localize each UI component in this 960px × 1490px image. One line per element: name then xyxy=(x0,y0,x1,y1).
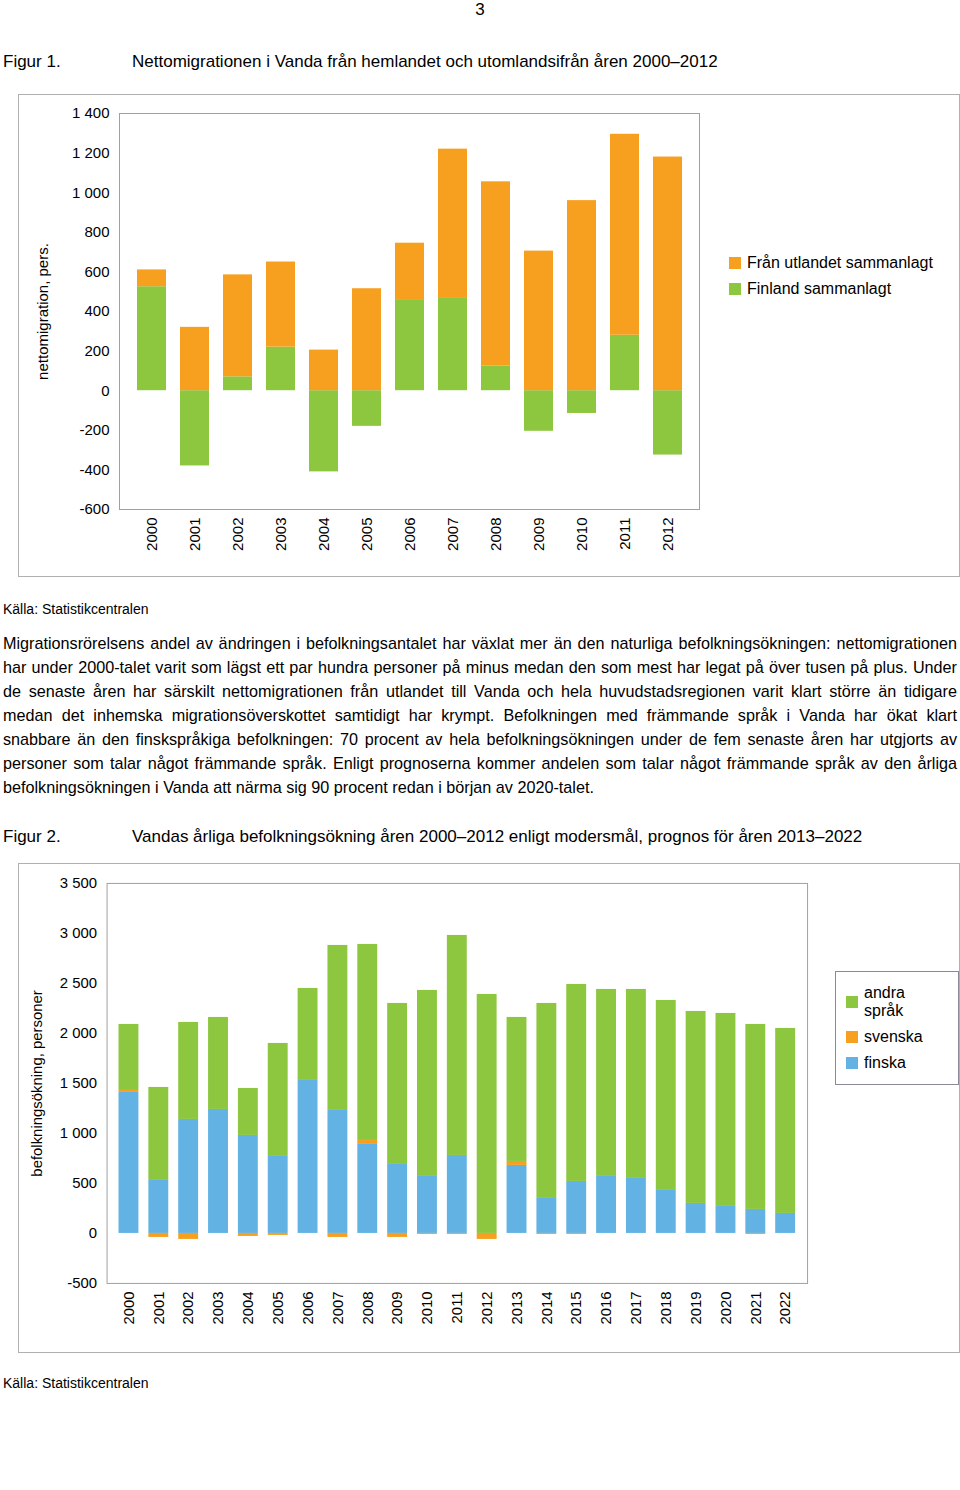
svg-text:2 500: 2 500 xyxy=(60,974,97,991)
svg-text:2009: 2009 xyxy=(388,1292,405,1325)
svg-text:2010: 2010 xyxy=(573,517,590,550)
svg-text:0: 0 xyxy=(89,1224,97,1241)
svg-text:2017: 2017 xyxy=(627,1292,644,1325)
svg-text:2014: 2014 xyxy=(538,1292,555,1325)
svg-text:1 000: 1 000 xyxy=(72,183,110,200)
svg-text:2005: 2005 xyxy=(269,1292,286,1325)
svg-text:2004: 2004 xyxy=(239,1292,256,1325)
svg-text:2006: 2006 xyxy=(299,1292,316,1325)
html-text:finska: finska xyxy=(864,1054,906,1071)
svg-text:3 500: 3 500 xyxy=(60,874,97,891)
html-text:Källa: Statistikcentralen: Källa: Statistikcentralen xyxy=(3,1375,149,1391)
svg-text:1 000: 1 000 xyxy=(60,1124,97,1141)
html-text:Migrationsrörelsens andel av ä: Migrationsrörelsens andel av ändringen i… xyxy=(3,634,957,796)
svg-text:2 000: 2 000 xyxy=(60,1024,97,1041)
svg-text:-500: -500 xyxy=(67,1274,97,1291)
svg-text:2011: 2011 xyxy=(448,1292,465,1324)
svg-text:1 200: 1 200 xyxy=(72,143,110,160)
svg-text:2022: 2022 xyxy=(776,1292,793,1325)
svg-text:2004: 2004 xyxy=(315,517,332,550)
svg-text:2002: 2002 xyxy=(229,517,246,550)
html-text:Från utlandet sammanlagt: Från utlandet sammanlagt xyxy=(747,253,933,271)
svg-text:2011: 2011 xyxy=(616,517,633,549)
svg-text:200: 200 xyxy=(84,341,109,358)
svg-text:nettomigration, pers.: nettomigration, pers. xyxy=(34,243,51,380)
svg-text:2019: 2019 xyxy=(687,1292,704,1325)
svg-text:0: 0 xyxy=(101,381,109,398)
svg-text:3 000: 3 000 xyxy=(60,924,97,941)
svg-text:500: 500 xyxy=(72,1174,97,1191)
svg-text:2010: 2010 xyxy=(418,1292,435,1325)
svg-text:2009: 2009 xyxy=(530,517,547,550)
html-text:Nettomigrationen i Vanda från: Nettomigrationen i Vanda från hemlandet … xyxy=(132,52,718,71)
svg-text:1 400: 1 400 xyxy=(72,104,110,121)
svg-text:-600: -600 xyxy=(79,500,109,517)
svg-text:2018: 2018 xyxy=(657,1292,674,1325)
svg-text:-200: -200 xyxy=(79,421,109,438)
html-text:Vandas årliga befolkningsöknin: Vandas årliga befolkningsökning åren 200… xyxy=(132,827,863,846)
svg-text:2003: 2003 xyxy=(272,517,289,550)
html-text:svenska: svenska xyxy=(864,1028,923,1045)
svg-text:2005: 2005 xyxy=(358,517,375,550)
svg-text:2008: 2008 xyxy=(359,1292,376,1325)
svg-text:2000: 2000 xyxy=(120,1292,137,1325)
svg-text:2002: 2002 xyxy=(179,1292,196,1325)
svg-text:800: 800 xyxy=(84,223,109,240)
svg-text:2015: 2015 xyxy=(567,1292,584,1325)
svg-text:2001: 2001 xyxy=(150,1292,167,1325)
svg-text:400: 400 xyxy=(84,302,109,319)
svg-text:2021: 2021 xyxy=(747,1292,764,1325)
svg-text:2013: 2013 xyxy=(508,1292,525,1325)
html-text:Finland sammanlagt: Finland sammanlagt xyxy=(747,279,892,297)
svg-text:-400: -400 xyxy=(79,460,109,477)
svg-text:2016: 2016 xyxy=(597,1292,614,1325)
svg-text:2012: 2012 xyxy=(478,1292,495,1325)
svg-text:2007: 2007 xyxy=(444,517,461,550)
html-text:Källa: Statistikcentralen: Källa: Statistikcentralen xyxy=(3,601,149,617)
html-text:andra språk: andra språk xyxy=(864,984,905,1019)
svg-text:2006: 2006 xyxy=(401,517,418,550)
svg-text:2012: 2012 xyxy=(659,517,676,550)
svg-text:2020: 2020 xyxy=(717,1292,734,1325)
html-text:Figur 1.: Figur 1. xyxy=(3,52,61,71)
html-text:Figur 2.: Figur 2. xyxy=(3,827,61,846)
svg-text:2001: 2001 xyxy=(186,517,203,550)
svg-text:2007: 2007 xyxy=(329,1292,346,1325)
svg-text:1 500: 1 500 xyxy=(60,1074,97,1091)
svg-text:2003: 2003 xyxy=(209,1292,226,1325)
html-text:3: 3 xyxy=(475,0,485,19)
svg-text:2000: 2000 xyxy=(143,517,160,550)
svg-text:befolkningsökning, personer: befolkningsökning, personer xyxy=(28,990,45,1176)
svg-text:2008: 2008 xyxy=(487,517,504,550)
svg-text:600: 600 xyxy=(84,262,109,279)
